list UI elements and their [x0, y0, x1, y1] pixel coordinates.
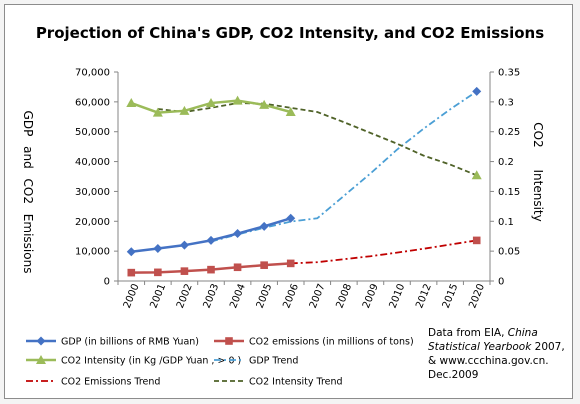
legend-item: CO2 Intensity (in Kg /GDP Yuan , > 0 ) [26, 355, 241, 367]
source-line4: Dec.2009 [428, 369, 479, 381]
data-point [180, 267, 189, 275]
y-left-tick-label: 50,000 [75, 127, 110, 138]
y-right-tick-label: 0.3 [498, 97, 514, 108]
y-right-tick-label: 0.15 [498, 187, 520, 198]
legend-item: CO2 emissions (in millions of tons) [214, 337, 414, 348]
x-tick-label: 2006 [281, 282, 301, 310]
legend-label: CO2 Intensity Trend [249, 377, 343, 388]
data-point [206, 98, 216, 108]
series-co2-intensity-in-kg-gdp-yuan-0 [126, 95, 482, 180]
chart-title: Projection of China's GDP, CO2 Intensity… [35, 24, 545, 42]
x-tick-label: 2008 [334, 282, 354, 310]
data-point [285, 107, 296, 117]
y-left-tick-label: 10,000 [75, 247, 110, 258]
legend-item: GDP Trend [214, 356, 298, 367]
y-right-tick-label: 0.05 [498, 247, 520, 258]
y-right-tick-label: 0.25 [498, 127, 520, 138]
x-tick-label: 2015 [441, 282, 461, 310]
source-line1a: Data from EIA, [428, 327, 508, 339]
y-right-tick-label: 0.1 [498, 217, 514, 228]
y-left-tick-label: 20,000 [75, 217, 110, 228]
series-co2-emissions-trend [290, 239, 477, 265]
legend-label: GDP Trend [249, 356, 298, 367]
y-left-tick-label: 60,000 [75, 97, 110, 108]
data-point [179, 240, 189, 250]
legend-label: GDP (in billions of RMB Yuan) [61, 337, 199, 348]
source-line3: & www.ccchina.gov.cn. [428, 355, 549, 367]
y-left-tick-label: 0 [104, 277, 110, 288]
series-gdp-in-billions-of-rmb-yuan [126, 86, 482, 257]
data-point [127, 268, 136, 277]
series-co2-emissions-in-millions-of-tons [127, 236, 481, 277]
source-line1b: China [507, 327, 538, 339]
y-left-tick-label: 30,000 [75, 187, 110, 198]
legend-label: CO2 Intensity (in Kg /GDP Yuan , > 0 ) [61, 356, 241, 367]
data-point [286, 213, 296, 223]
legend-item: CO2 Intensity Trend [214, 377, 343, 388]
legend-marker [36, 355, 46, 364]
x-tick-label: 2012 [414, 282, 434, 310]
y-left-tick-label: 40,000 [75, 157, 110, 168]
y-left-tick-label: 70,000 [75, 68, 110, 79]
series-line [210, 90, 478, 243]
legend-item: GDP (in billions of RMB Yuan) [26, 336, 199, 348]
data-point [207, 265, 215, 274]
x-tick-label: 2005 [255, 282, 275, 310]
legend-marker [36, 336, 46, 346]
legend-item: CO2 Emissions Trend [26, 377, 160, 388]
x-tick-label: 2010 [388, 282, 408, 310]
legend-marker [225, 337, 233, 345]
data-point [153, 243, 163, 253]
data-point [259, 99, 270, 109]
data-point [126, 98, 137, 108]
y-right-tick-label: 0.35 [498, 68, 520, 79]
series-line [157, 102, 478, 177]
source-line2b: 2007, [531, 341, 565, 353]
data-point [233, 263, 242, 272]
data-point [152, 107, 163, 117]
source-line2a: Statistical Yearbook [428, 341, 532, 353]
data-point [233, 229, 243, 239]
data-point [472, 236, 481, 245]
data-point [206, 235, 216, 245]
x-tick-label: 2000 [122, 282, 142, 310]
chart-area [4, 4, 573, 399]
x-tick-label: 2004 [228, 282, 248, 310]
data-point [259, 221, 269, 231]
x-tick-label: 2003 [202, 282, 222, 310]
data-point [286, 259, 295, 268]
x-tick-label: 2007 [308, 282, 328, 310]
x-tick-label: 2009 [361, 282, 381, 310]
source-note: Data from EIA, China Statistical Yearboo… [428, 326, 573, 382]
data-point [126, 247, 136, 257]
series-gdp-trend [210, 90, 478, 243]
series-co2-intensity-trend [157, 102, 478, 177]
series-line [290, 239, 477, 265]
legend-label: CO2 emissions (in millions of tons) [249, 337, 414, 348]
legend-label: CO2 Emissions Trend [61, 377, 160, 388]
data-point [260, 261, 268, 269]
x-tick-label: 2002 [175, 282, 195, 310]
data-point [179, 105, 190, 115]
data-point [154, 268, 162, 277]
x-tick-label: 2001 [148, 282, 168, 310]
data-point [472, 86, 482, 96]
x-tick-label: 2020 [467, 282, 487, 310]
data-point [471, 170, 482, 180]
y-right-tick-label: 0.2 [498, 157, 514, 168]
data-point [232, 95, 243, 105]
y-right-tick-label: 0 [498, 277, 504, 288]
